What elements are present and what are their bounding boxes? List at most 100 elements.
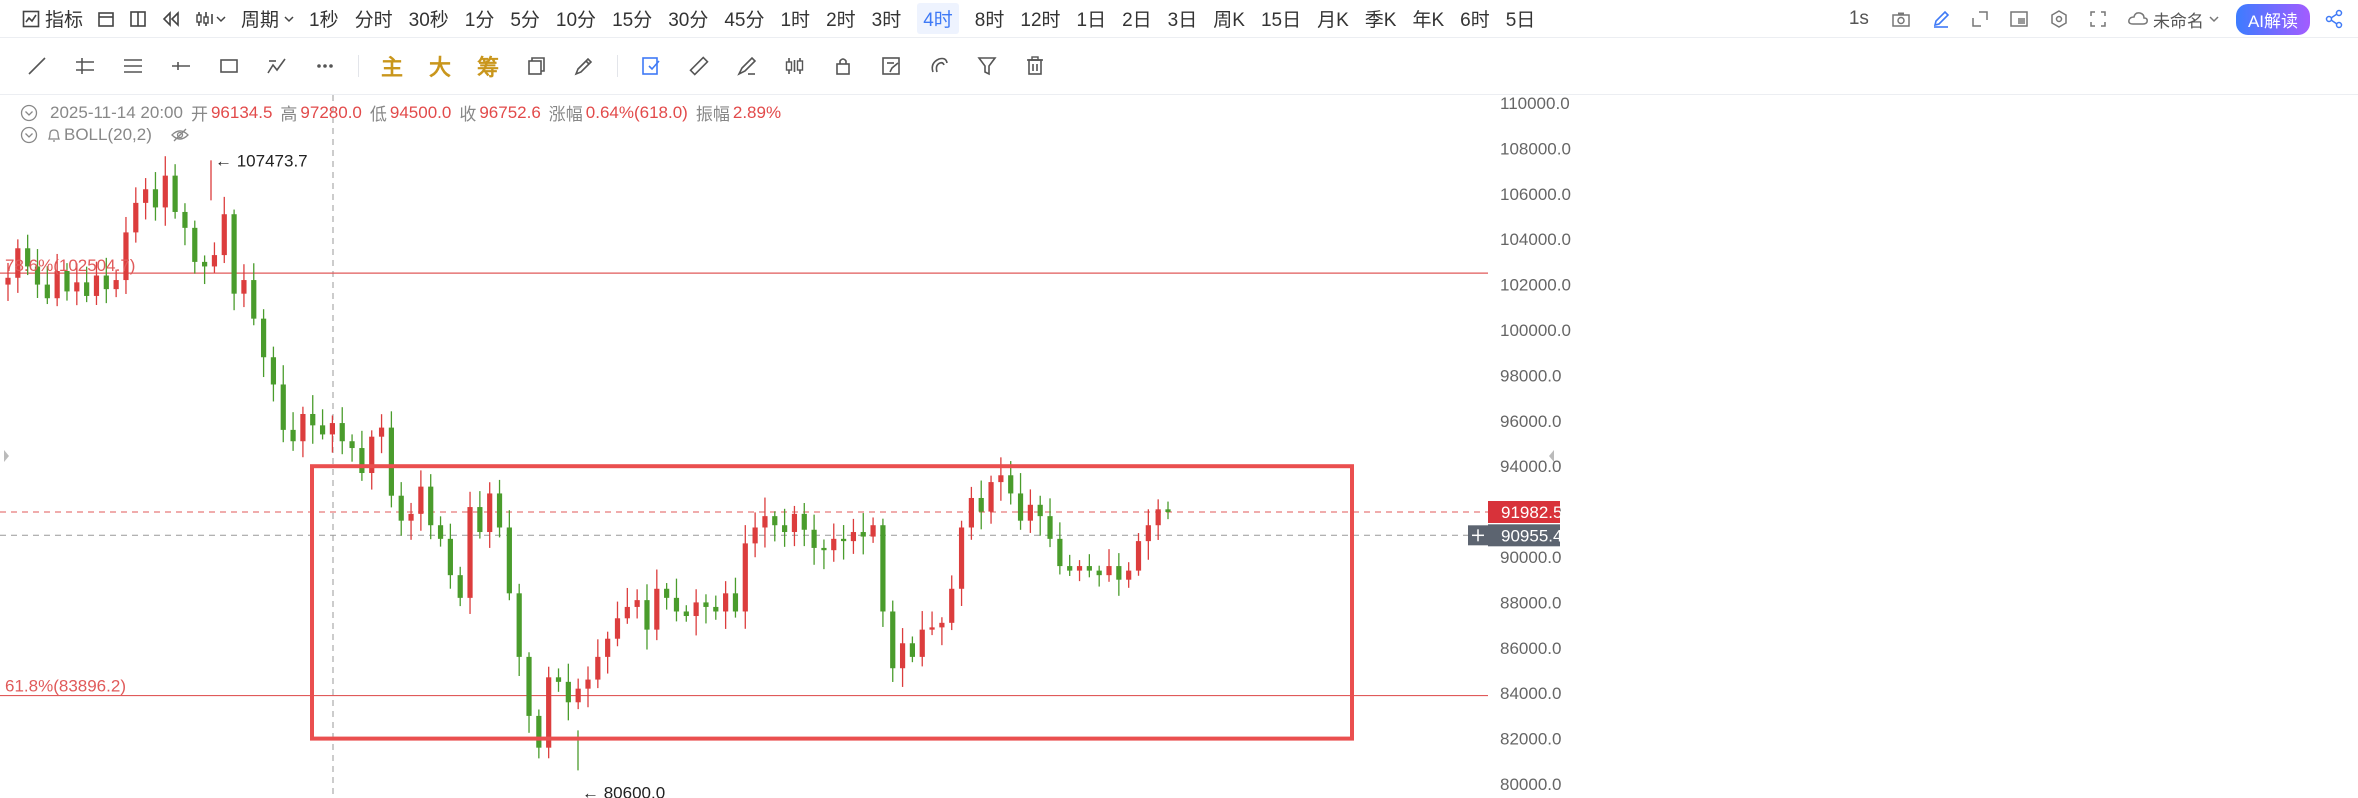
timeframe-18[interactable]: 周K (1213, 10, 1245, 31)
candle-body (516, 593, 522, 657)
timeframe-7[interactable]: 30分 (668, 10, 709, 31)
ohlc-time: 2025-11-14 20:00 (50, 102, 183, 122)
eye-off-icon[interactable] (170, 127, 190, 143)
share-icon[interactable] (2324, 9, 2344, 29)
channel-tool[interactable] (118, 51, 148, 81)
chevron-down-icon[interactable] (2208, 13, 2220, 25)
lock-tool[interactable] (828, 51, 858, 81)
pen-icon[interactable] (1931, 9, 1951, 29)
timeframe-3[interactable]: 1分 (464, 10, 495, 31)
timeframe-0[interactable]: 1秒 (309, 10, 339, 31)
pattern-tool[interactable] (262, 51, 292, 81)
layout-icon (130, 10, 146, 27)
timeframe-6[interactable]: 15分 (612, 10, 653, 31)
timeframe-13[interactable]: 8时 (974, 10, 1005, 31)
timeframe-23[interactable]: 6时 (1460, 10, 1490, 31)
timeframe-14[interactable]: 12时 (1020, 10, 1061, 31)
candle-body (555, 677, 562, 682)
select-tool[interactable] (636, 51, 666, 81)
drawing-toolbar: 主 大 筹 (0, 38, 2358, 95)
timeframe-21[interactable]: 季K (1364, 10, 1397, 31)
candle-body (428, 486, 434, 526)
horizontal-ray-icon (172, 62, 190, 70)
candle-body (1086, 566, 1092, 571)
timeframe-list: 1秒 分时 30秒 1分 5分 10分 15分 30分 45分 1时 2时 3时 4时 8时 12时 1日 2日… (309, 3, 1551, 34)
more-tools[interactable] (310, 51, 340, 81)
rectangle-tool[interactable] (214, 51, 244, 81)
candle-body (34, 266, 41, 285)
candle-body (251, 280, 257, 319)
candle-body (1067, 566, 1073, 571)
layout-name[interactable]: 未命名 (2152, 11, 2204, 31)
magnet-tool[interactable] (924, 51, 954, 81)
candle-body (182, 211, 188, 228)
timeframe-24[interactable]: 5日 (1505, 10, 1536, 31)
chart-type-button[interactable] (195, 10, 227, 28)
candle-body (5, 277, 11, 285)
timeframe-11[interactable]: 3时 (871, 10, 902, 31)
candle-body (742, 543, 748, 612)
candle-body (595, 656, 601, 680)
cloud-icon[interactable] (2127, 10, 2149, 28)
candle-tool[interactable] (780, 51, 810, 81)
expand-corner-icon[interactable] (1971, 10, 1989, 28)
calendar-button[interactable] (97, 10, 115, 28)
candle-body (752, 527, 758, 544)
filter-tool[interactable] (972, 51, 1002, 81)
candle-body (801, 513, 807, 530)
indicator-button[interactable]: 指标 (22, 5, 83, 32)
candle-body (241, 280, 247, 294)
delete-tool[interactable] (1020, 51, 1050, 81)
large-order-tool[interactable]: 大 (428, 55, 451, 80)
timeframe-1[interactable]: 分时 (354, 10, 393, 31)
timeframe-12[interactable]: 4时 (917, 3, 959, 34)
price-chart[interactable]: 110000.0 108000.0 106000.0 104000.0 102000.0… (0, 95, 2358, 798)
timeframe-20[interactable]: 月K (1317, 10, 1349, 31)
y-tick-label: 82000.0 (1500, 730, 1561, 749)
y-tick-label: 84000.0 (1500, 684, 1561, 703)
main-force-tool[interactable]: 主 (380, 55, 403, 80)
candle-body (958, 527, 965, 589)
timeframe-22[interactable]: 年K (1412, 10, 1445, 31)
period-dropdown[interactable]: 周期 (241, 5, 295, 32)
settings-icon[interactable] (2049, 9, 2069, 29)
timeframe-5[interactable]: 10分 (555, 10, 597, 31)
timeframe-4[interactable]: 5分 (510, 10, 540, 31)
chips-tool[interactable]: 筹 (476, 55, 499, 80)
note-tool[interactable] (876, 51, 906, 81)
collapse-icon[interactable] (20, 104, 38, 122)
timeframe-2[interactable]: 30秒 (408, 10, 449, 31)
timeframe-15[interactable]: 1日 (1076, 10, 1107, 31)
pen-tool[interactable] (569, 51, 599, 81)
candle-body (1076, 566, 1083, 571)
timeframe-9[interactable]: 1时 (780, 10, 811, 31)
interval-label[interactable]: 1s (1848, 8, 1869, 29)
layout-button[interactable] (129, 10, 147, 28)
candle-body (909, 643, 916, 657)
candle-body (349, 441, 355, 449)
timeframe-16[interactable]: 2日 (1122, 10, 1152, 31)
candle-body (477, 507, 483, 533)
timeframe-8[interactable]: 45分 (724, 10, 765, 31)
window-icon[interactable] (2009, 10, 2029, 28)
timeframe-10[interactable]: 2时 (826, 10, 856, 31)
horizontal-lines-tool[interactable] (70, 51, 100, 81)
timeframe-19[interactable]: 15日 (1260, 10, 1302, 31)
replay-button[interactable] (161, 10, 181, 28)
fullscreen-icon[interactable] (2089, 10, 2107, 28)
collapse-icon[interactable] (20, 126, 38, 144)
bell-icon[interactable] (46, 127, 62, 143)
brush-tool[interactable] (732, 51, 762, 81)
copy-tool[interactable] (521, 51, 551, 81)
ruler-tool[interactable] (684, 51, 714, 81)
candle-body (546, 677, 552, 748)
candle-body (644, 600, 650, 630)
crosshair-price-label: 90955.4 (1501, 526, 1562, 545)
indicator-legend: BOLL(20,2) (20, 125, 190, 145)
ai-analysis-button[interactable]: AI解读 (2235, 3, 2310, 35)
candle-body (703, 602, 709, 607)
timeframe-17[interactable]: 3日 (1167, 10, 1198, 31)
camera-icon[interactable] (1891, 10, 1911, 28)
hline-tool[interactable] (166, 51, 196, 81)
trend-line-tool[interactable] (22, 51, 52, 81)
